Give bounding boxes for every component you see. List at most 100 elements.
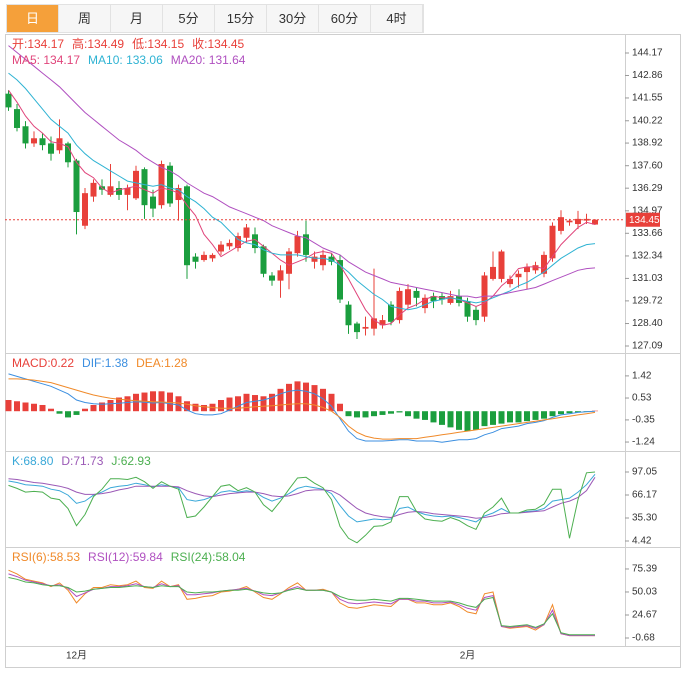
candle-body — [260, 246, 267, 274]
period-tab[interactable]: 日 — [7, 5, 59, 32]
y-tick-label: 137.60 — [632, 160, 663, 171]
macd-bar — [447, 411, 454, 428]
series-line — [8, 373, 596, 443]
macd-bar — [150, 391, 156, 412]
candle-body — [362, 326, 369, 329]
candle-body — [592, 219, 598, 225]
period-tab[interactable]: 60分 — [319, 5, 371, 32]
candle-body — [328, 256, 335, 262]
macd-bar — [175, 396, 182, 412]
last-price-label: 134.45 — [629, 215, 660, 226]
candle-body — [490, 266, 496, 279]
period-tab[interactable]: 30分 — [267, 5, 319, 32]
macd-bar — [48, 408, 54, 412]
candle-body — [388, 304, 394, 322]
candle-body — [532, 265, 539, 271]
macd-bar — [294, 381, 301, 412]
candle-body — [167, 165, 173, 204]
series-line — [8, 471, 596, 544]
x-tick-label: 12月 — [66, 650, 87, 662]
macd-bar — [311, 385, 318, 412]
macd-bar — [235, 396, 241, 412]
candle-body — [133, 170, 139, 199]
macd-bar — [260, 396, 267, 412]
candle-body — [396, 290, 403, 321]
candle-body — [422, 297, 428, 309]
series-line — [8, 89, 596, 326]
series-line — [8, 45, 596, 299]
candle-body — [192, 256, 199, 262]
legend-item: MA10: 133.06 — [88, 53, 163, 67]
macd-bar — [56, 411, 63, 414]
candle-body — [116, 188, 122, 195]
candle-body — [320, 254, 326, 266]
candle-body — [184, 186, 190, 266]
series-line — [8, 378, 596, 440]
period-tab[interactable]: 4时 — [371, 5, 423, 32]
y-tick-label: 127.09 — [632, 341, 663, 352]
macd-bar — [413, 411, 420, 419]
macd-bar — [82, 408, 88, 412]
period-tabs: 日周月 5分 15分 30分 60分 4时 — [6, 4, 424, 33]
candle-body — [5, 93, 12, 108]
macd-bar — [277, 388, 284, 412]
macd-bar — [396, 411, 403, 413]
candle-body — [379, 320, 386, 326]
macd-bar — [184, 401, 190, 412]
candle-body — [354, 323, 360, 333]
candle-body — [413, 290, 420, 298]
period-tab[interactable]: 5分 — [163, 5, 215, 32]
macd-bar — [439, 411, 445, 425]
candle-body — [82, 193, 88, 226]
series-line — [8, 72, 596, 311]
legend-item: MA20: 131.64 — [171, 53, 246, 67]
candle-body — [243, 227, 250, 238]
macd-bar — [524, 411, 530, 422]
legend-item: DEA:1.28 — [136, 356, 188, 370]
candle-body — [464, 301, 471, 317]
macd-bar — [167, 392, 173, 412]
legend-item: 低:134.15 — [132, 37, 184, 51]
y-tick-label: 132.34 — [632, 251, 663, 262]
macd-bar — [464, 411, 471, 432]
candle-body — [226, 242, 233, 247]
macd-bar — [405, 411, 411, 417]
legend-item: MA5: 134.17 — [12, 53, 80, 67]
macd-bar — [5, 400, 12, 412]
y-tick-label: 0.53 — [632, 393, 652, 404]
candle-body — [124, 188, 131, 195]
macd-bar — [320, 388, 326, 412]
period-tab[interactable]: 月 — [111, 5, 163, 32]
candle-body — [498, 251, 505, 279]
y-tick-label: 140.22 — [632, 115, 663, 126]
macd-bar — [388, 411, 394, 414]
candle-body — [201, 254, 207, 261]
macd-bar — [456, 411, 462, 430]
candle-body — [31, 138, 37, 144]
macd-bar — [90, 404, 97, 412]
candle-body — [345, 304, 352, 326]
period-tab[interactable]: 周 — [59, 5, 111, 32]
macd-bar — [14, 401, 20, 412]
candle-body — [269, 275, 275, 281]
legend-item: 收:134.45 — [192, 37, 244, 51]
y-tick-label: 50.03 — [632, 587, 657, 598]
candle-body — [141, 169, 148, 206]
y-tick-label: -1.24 — [632, 437, 655, 448]
candle-body — [447, 296, 454, 303]
y-tick-label: 129.72 — [632, 296, 663, 307]
legend-item: J:62.93 — [111, 454, 151, 468]
macd-bar — [566, 411, 573, 414]
candle-body — [549, 225, 556, 259]
series-line — [8, 473, 596, 523]
y-tick-label: 142.86 — [632, 70, 663, 81]
candle-body — [252, 234, 258, 249]
macd-bar — [73, 411, 80, 415]
period-tab[interactable]: 15分 — [215, 5, 267, 32]
candle-body — [218, 244, 224, 252]
series-line — [8, 577, 595, 636]
candle-body — [286, 251, 292, 274]
y-tick-label: 97.05 — [632, 467, 657, 478]
